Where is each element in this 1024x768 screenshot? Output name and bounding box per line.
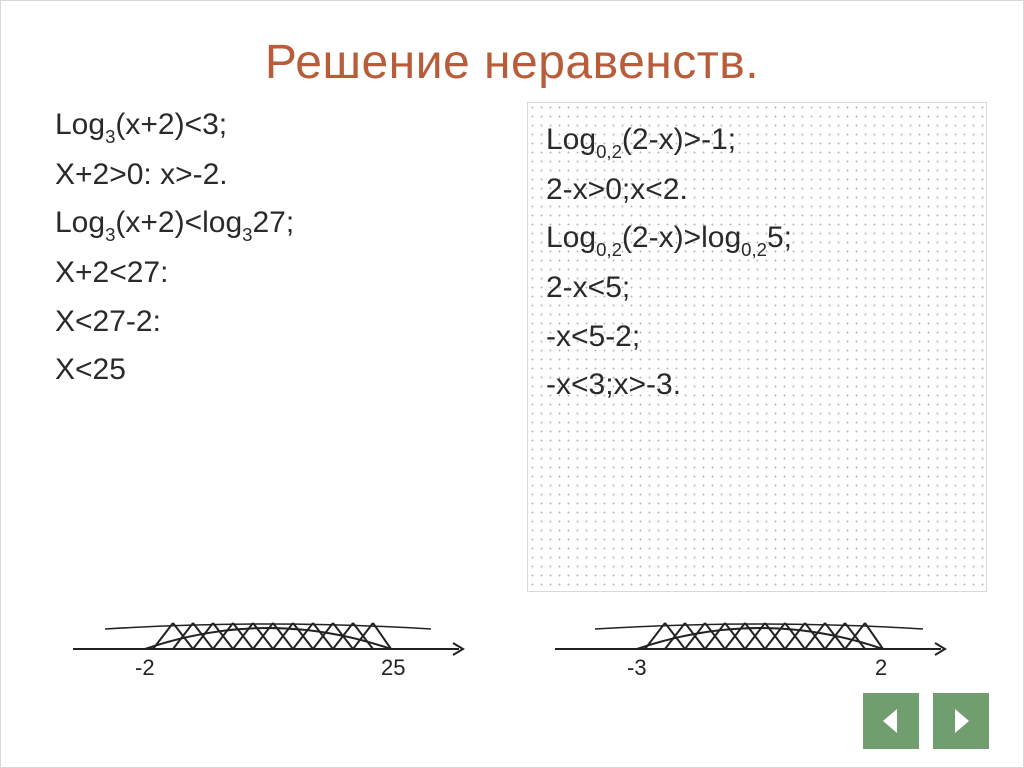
math-line: X+2<27: — [55, 250, 491, 297]
left-column: Log3(x+2)<3; X+2>0: x>-2. Log3(x+2)<log3… — [55, 102, 491, 592]
right-column: Log0,2(2-x)>-1; 2-x>0;x<2. Log0,2(2-x)>l… — [527, 102, 987, 592]
slide: Решение неравенств. Log3(x+2)<3; X+2>0: … — [0, 0, 1024, 768]
number-line-left: -2 25 — [63, 577, 473, 697]
math-line: X+2>0: x>-2. — [55, 152, 491, 199]
math-line: -x<3;x>-3. — [546, 362, 976, 409]
arrow-right-icon — [945, 705, 977, 737]
page-title: Решение неравенств. — [1, 1, 1023, 90]
math-line: Log3(x+2)<3; — [55, 102, 491, 150]
math-line: Log0,2(2-x)>log0,25; — [546, 215, 976, 263]
math-line: X<25 — [55, 347, 491, 394]
math-line: Log3(x+2)<log327; — [55, 200, 491, 248]
next-button[interactable] — [933, 693, 989, 749]
math-line: X<27-2: — [55, 299, 491, 346]
number-line-svg — [545, 577, 955, 697]
tick-label: 25 — [381, 655, 405, 681]
number-line-right: -3 2 — [545, 577, 955, 697]
prev-button[interactable] — [863, 693, 919, 749]
math-line: 2-x<5; — [546, 265, 976, 312]
math-line: -x<5-2; — [546, 314, 976, 361]
math-line: Log0,2(2-x)>-1; — [546, 117, 976, 165]
tick-label: -2 — [135, 655, 155, 681]
nav-buttons — [863, 693, 989, 749]
left-lines: Log3(x+2)<3; X+2>0: x>-2. Log3(x+2)<log3… — [55, 102, 491, 394]
right-lines: Log0,2(2-x)>-1; 2-x>0;x<2. Log0,2(2-x)>l… — [546, 117, 976, 409]
content-columns: Log3(x+2)<3; X+2>0: x>-2. Log3(x+2)<log3… — [1, 90, 1023, 592]
number-line-svg — [63, 577, 473, 697]
arrow-left-icon — [875, 705, 907, 737]
tick-label: -3 — [627, 655, 647, 681]
tick-label: 2 — [875, 655, 887, 681]
math-line: 2-x>0;x<2. — [546, 167, 976, 214]
